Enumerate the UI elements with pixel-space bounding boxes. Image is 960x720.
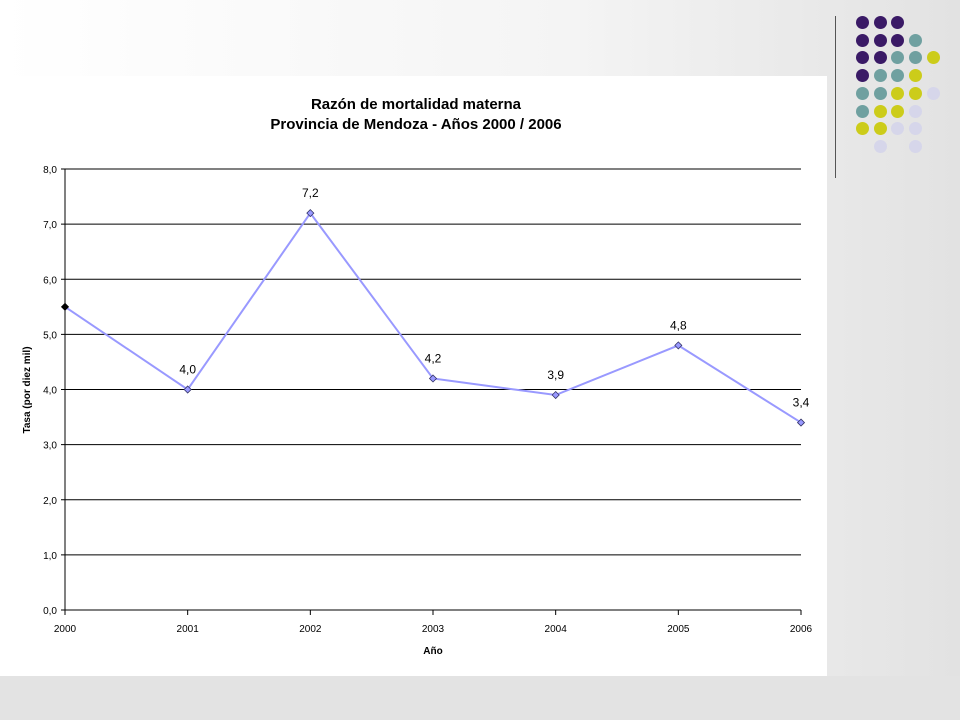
y-tick-label: 4,0 xyxy=(43,386,57,397)
y-tick-label: 2,0 xyxy=(43,496,57,507)
y-tick-label: 8,0 xyxy=(43,165,57,176)
data-point xyxy=(60,302,70,311)
y-tick-label: 6,0 xyxy=(43,275,57,286)
data-label: 3,4 xyxy=(793,396,810,410)
data-point xyxy=(183,385,192,394)
data-point xyxy=(551,390,560,400)
y-axis-title: Tasa (por diez mil) xyxy=(22,346,33,433)
bottom-band xyxy=(0,676,960,720)
x-axis-title: Año xyxy=(423,646,442,657)
y-tick-label: 1,0 xyxy=(43,551,57,562)
chart-subtitle: Provincia de Mendoza - Años 2000 / 2006 xyxy=(270,116,561,133)
data-label: 4,0 xyxy=(179,363,196,377)
data-point xyxy=(796,418,806,427)
data-label: 3,9 xyxy=(547,368,564,382)
series-line xyxy=(64,211,802,424)
data-label: 7,2 xyxy=(302,186,319,200)
data-point xyxy=(306,209,315,218)
axes: 0,0 1,0 2,0 3,0 4,0 5,0 6,0 7,0 8,0 2000 2001 2002 2… xyxy=(43,165,812,635)
data-label: 4,2 xyxy=(425,351,442,365)
y-tick-label: 3,0 xyxy=(43,441,57,452)
decorative-divider xyxy=(835,16,836,178)
x-tick-label: 2000 xyxy=(54,624,77,635)
x-tick-label: 2005 xyxy=(667,624,690,635)
x-tick-label: 2001 xyxy=(177,624,200,635)
x-tick-label: 2004 xyxy=(545,624,568,635)
y-tick-label: 7,0 xyxy=(43,220,57,231)
data-point xyxy=(674,341,683,350)
data-label: 4,8 xyxy=(670,318,687,332)
chart-title: Razón de mortalidad materna xyxy=(311,96,522,113)
x-tick-label: 2003 xyxy=(422,624,445,635)
chart-panel xyxy=(6,76,827,676)
series-layer: 4,0 7,2 4,2 3,9 4,8 3,4 xyxy=(60,186,810,427)
x-tick-label: 2002 xyxy=(299,624,322,635)
y-tick-label: 5,0 xyxy=(43,330,57,341)
x-tick-label: 2006 xyxy=(790,624,813,635)
data-point xyxy=(428,374,438,383)
y-tick-label: 0,0 xyxy=(43,606,57,617)
